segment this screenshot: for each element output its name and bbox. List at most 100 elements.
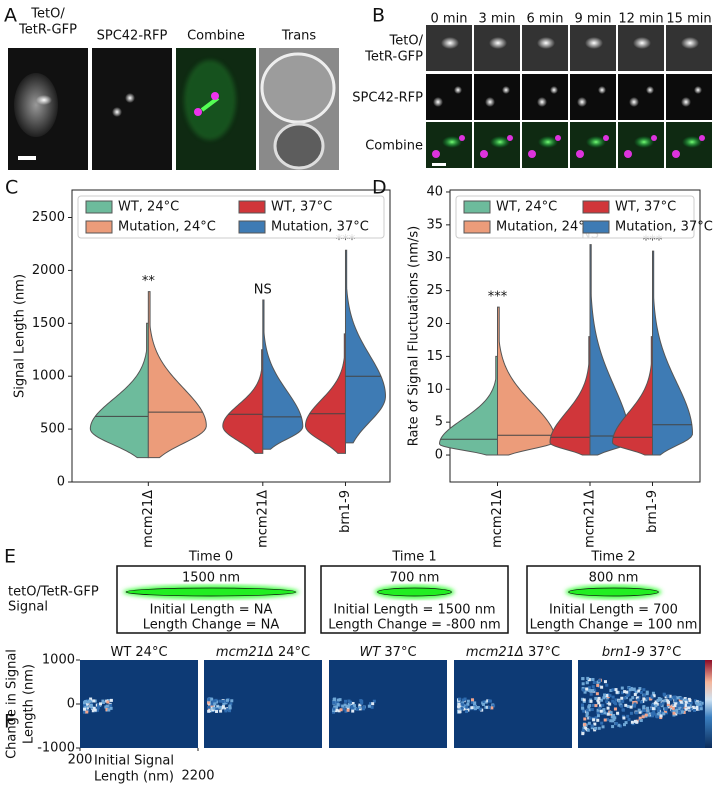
image-background: [92, 48, 172, 170]
heatmap-cell: [83, 707, 87, 711]
heatmap-cell: [598, 679, 602, 683]
heatmap-cell: [90, 704, 94, 708]
heatmap-cell: [603, 693, 607, 697]
heatmap-cell: [630, 720, 634, 724]
heatmap-cell: [596, 711, 600, 715]
heatmap-cell: [581, 697, 585, 701]
heatmap-cell: [639, 718, 643, 722]
spot: [681, 37, 699, 49]
heatmap-cell: [594, 704, 598, 708]
heatmap-cell: [230, 699, 234, 703]
heatmap-cell: [590, 707, 594, 711]
heatmap-cell: [663, 709, 667, 713]
heatmap-cell: [621, 714, 625, 718]
heatmap-cell: [684, 700, 688, 704]
heatmap-cell: [581, 682, 585, 686]
heatmap-cell: [635, 696, 639, 700]
heatmap-cell: [696, 702, 700, 706]
heatmap-cell: [354, 707, 358, 711]
heatmap-cell: [641, 715, 645, 719]
frame-change: Length Change = 100 nm: [530, 618, 698, 633]
heatmap-cell: [646, 706, 650, 710]
heatmap-cell: [213, 699, 217, 703]
legend-swatch: [463, 200, 491, 214]
heatmap-cell: [347, 702, 351, 706]
heatmap-cell: [650, 695, 654, 699]
frame-change: Length Change = NA: [143, 618, 280, 633]
column-title: Trans: [281, 29, 317, 44]
magenta-spot: [211, 92, 219, 100]
heatmap-cell: [587, 708, 591, 712]
y-tick-label: 0: [67, 697, 75, 712]
heatmap-cell: [605, 683, 609, 687]
magenta-spot: [528, 150, 536, 158]
heatmap-cell: [698, 702, 702, 706]
spot: [489, 37, 507, 49]
heatmap-cell: [658, 711, 662, 715]
image-background: [474, 74, 520, 120]
heatmap-cell: [585, 681, 589, 685]
significance: ***: [488, 290, 508, 305]
micrograph: [666, 74, 712, 120]
y-tick-label: 500: [40, 422, 65, 437]
heatmap-cell: [646, 709, 650, 713]
heatmap-cell: [656, 712, 660, 716]
heatmap-cell: [220, 706, 224, 710]
heatmap-cell: [581, 728, 585, 732]
heatmap-cell: [668, 697, 672, 701]
heatmap-cell: [596, 714, 600, 718]
y-tick-label: 40: [426, 184, 443, 199]
heatmap-cell: [107, 708, 111, 712]
heatmap-cell: [684, 698, 688, 702]
heatmap-cell: [633, 702, 637, 706]
heatmap-cell: [602, 708, 606, 712]
heatmap-cell: [621, 708, 625, 712]
heatmap-cell: [646, 696, 650, 700]
heatmap-cell: [585, 708, 589, 712]
frame-length: 700 nm: [390, 571, 440, 586]
spot: [577, 97, 587, 107]
heatmap-cell: [590, 726, 594, 730]
legend-swatch: [85, 220, 113, 234]
y-tick-label: 2500: [32, 210, 65, 225]
heatmap-cell: [683, 705, 687, 709]
heatmap-cell: [652, 712, 656, 716]
heatmap-cell: [457, 702, 461, 706]
heatmap-cell: [484, 705, 488, 709]
heatmap-title: WT 24°C: [110, 645, 167, 660]
heatmap-cell: [349, 704, 353, 708]
heatmap-cell: [222, 702, 226, 706]
heatmap-cell: [686, 703, 690, 707]
heatmap-cell: [627, 718, 631, 722]
heatmap-cell: [629, 698, 633, 702]
heatmap-cell: [620, 686, 624, 690]
y-axis-label: Rate of Signal Fluctuations (nm/s): [407, 226, 422, 446]
heatmap-cell: [459, 702, 463, 706]
heatmap-title: brn1-9 37°C: [602, 645, 681, 660]
panel-label: F: [4, 711, 15, 733]
y-tick-label: 1000: [42, 653, 75, 668]
frame-change: Length Change = -800 nm: [328, 618, 500, 633]
heatmap-cell: [620, 696, 624, 700]
magenta-spot: [672, 150, 680, 158]
micrograph: [92, 48, 172, 170]
heatmap-cell: [466, 699, 470, 703]
heatmap-cell: [656, 698, 660, 702]
heatmap-cell: [631, 688, 635, 692]
heatmap-cell: [342, 707, 346, 711]
heatmap-cell: [460, 706, 464, 710]
heatmap-cell: [684, 703, 688, 707]
micrograph: [474, 74, 520, 120]
heatmap-cell: [634, 690, 638, 694]
heatmap-cell: [594, 696, 598, 700]
heatmap-cell: [341, 704, 345, 708]
heatmap-cell: [101, 699, 105, 703]
heatmap-cell: [606, 706, 610, 710]
legend-swatch: [238, 200, 266, 214]
heatmap-cell: [344, 699, 348, 703]
heatmap-cell: [470, 700, 474, 704]
legend-box: [455, 195, 695, 239]
heatmap-cell: [688, 703, 692, 707]
cell: [260, 52, 336, 124]
